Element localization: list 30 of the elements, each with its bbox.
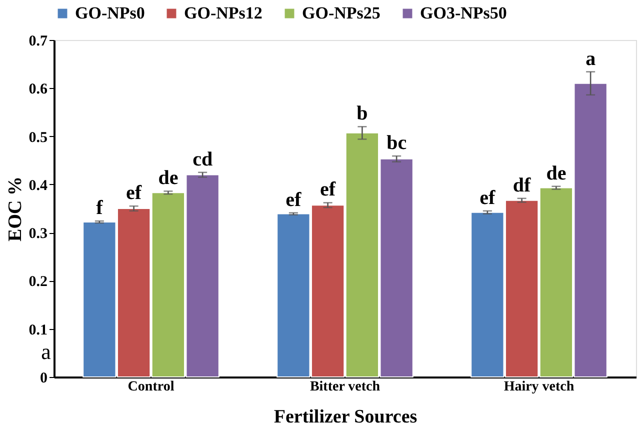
x-tick-label: Hairy vetch <box>504 380 574 394</box>
annotation: ef <box>286 188 302 211</box>
y-tick-label: 0.6 <box>28 82 48 98</box>
annotation: ef <box>480 186 496 209</box>
annotation: a <box>586 48 596 70</box>
x-axis-title: Fertilizer Sources <box>274 406 418 428</box>
annotation: ef <box>320 178 336 201</box>
x-tick-label: Bitter vetch <box>310 380 380 394</box>
y-tick-label: 0.2 <box>28 274 48 290</box>
y-tick-label: 0 <box>40 370 48 386</box>
y-tick-label: 0.5 <box>28 130 48 146</box>
text: a <box>41 339 52 364</box>
legend-label: GO-NPs12 <box>184 4 262 23</box>
annotation: ef <box>126 182 142 204</box>
y-tick-label: 0.3 <box>28 226 48 242</box>
annotation: de <box>158 167 178 190</box>
annotation: cd <box>192 148 213 170</box>
annotation: bc <box>386 132 407 154</box>
legend-label: GO-NPs25 <box>302 4 380 23</box>
y-tick-label: 0.4 <box>28 178 48 194</box>
y-tick-label: 0.1 <box>28 322 48 338</box>
x-tick-label: Control <box>128 380 174 394</box>
y-tick-label: 0.7 <box>28 34 48 50</box>
annotation: df <box>512 174 532 196</box>
legend-label: GO3-NPs50 <box>420 4 507 23</box>
y-axis-title: EOC % <box>4 176 26 242</box>
annotation: de <box>546 162 566 184</box>
legend-label: GO-NPs0 <box>75 4 145 23</box>
annotation: b <box>356 102 368 125</box>
annotation: f <box>96 197 104 220</box>
